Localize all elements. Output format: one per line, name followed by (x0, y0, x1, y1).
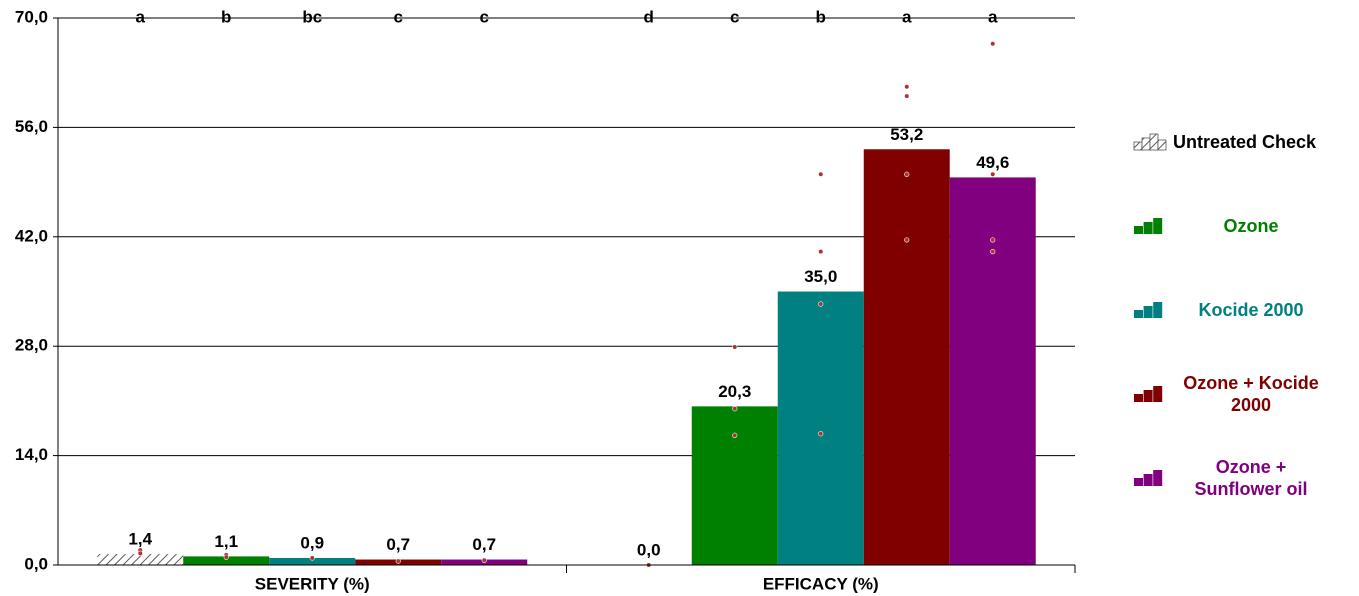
legend-icon (1143, 222, 1153, 234)
value-label: 20,3 (718, 382, 751, 401)
bar (863, 149, 950, 565)
bar (691, 406, 778, 565)
legend-icon (1134, 394, 1143, 402)
value-label: 0,7 (386, 535, 410, 554)
replicate-point (309, 555, 315, 561)
legend-icon (1153, 386, 1163, 402)
significance-letter: bc (302, 7, 322, 26)
replicate-point (481, 557, 487, 563)
y-tick-label: 14,0 (15, 445, 48, 464)
legend-icon (1143, 390, 1153, 402)
replicate-point (904, 171, 910, 177)
bar (183, 556, 270, 565)
legend-label: Kocide 2000 (1198, 300, 1304, 320)
y-tick-label: 0,0 (24, 554, 48, 573)
significance-letter: b (221, 7, 231, 26)
replicate-point (818, 301, 824, 307)
significance-letter: c (394, 7, 403, 26)
replicate-point (990, 249, 996, 255)
value-label: 49,6 (976, 153, 1009, 172)
y-tick-label: 70,0 (15, 7, 48, 26)
y-tick-label: 56,0 (15, 117, 48, 136)
legend-icon (1153, 218, 1163, 234)
value-label: 1,1 (214, 532, 238, 551)
value-label: 0,7 (472, 535, 496, 554)
replicate-point (818, 249, 824, 255)
replicate-point (904, 84, 910, 90)
replicate-point (818, 171, 824, 177)
legend-icon (1141, 137, 1151, 151)
x-tick-label: SEVERITY (%) (255, 574, 370, 593)
y-tick-label: 28,0 (15, 336, 48, 355)
legend-icon (1143, 306, 1153, 318)
bar (777, 291, 864, 565)
replicate-point (904, 237, 910, 243)
bar (949, 177, 1036, 565)
significance-letter: b (816, 7, 826, 26)
y-tick-label: 42,0 (15, 226, 48, 245)
legend-icon (1134, 478, 1143, 486)
legend-icon (1153, 302, 1163, 318)
replicate-point (990, 237, 996, 243)
significance-letter: a (136, 7, 146, 26)
legend-icon (1143, 474, 1153, 486)
legend-icon (1153, 470, 1163, 486)
x-tick-label: EFFICACY (%) (763, 574, 879, 593)
significance-letter: a (988, 7, 998, 26)
value-label: 53,2 (890, 125, 923, 144)
legend-label: Untreated Check (1173, 132, 1317, 152)
bar (269, 557, 356, 565)
legend-label: Ozone (1223, 216, 1279, 236)
replicate-point (732, 344, 738, 350)
legend-icon (1149, 133, 1159, 151)
significance-letter: a (902, 7, 912, 26)
value-label: 35,0 (804, 267, 837, 286)
significance-letter: c (480, 7, 489, 26)
replicate-point (395, 558, 401, 564)
replicate-point (137, 550, 143, 556)
replicate-point (904, 93, 910, 99)
significance-letter: c (730, 7, 739, 26)
bar (97, 554, 184, 565)
replicate-point (818, 431, 824, 437)
replicate-point (990, 41, 996, 47)
legend-label: Ozone + Sunflower oil (1194, 457, 1308, 499)
value-label: 0,9 (300, 533, 324, 552)
replicate-point (990, 171, 996, 177)
legend-icon (1133, 141, 1143, 151)
replicate-point (223, 554, 229, 560)
legend-icon (1134, 310, 1143, 318)
replicate-point (732, 432, 738, 438)
legend-icon (1157, 139, 1167, 151)
legend-label: Ozone + Kocide 2000 (1183, 373, 1319, 415)
replicate-point (732, 406, 738, 412)
value-label: 0,0 (637, 540, 661, 559)
significance-letter: d (644, 7, 654, 26)
legend-icon (1134, 226, 1143, 234)
value-label: 1,4 (128, 530, 152, 549)
